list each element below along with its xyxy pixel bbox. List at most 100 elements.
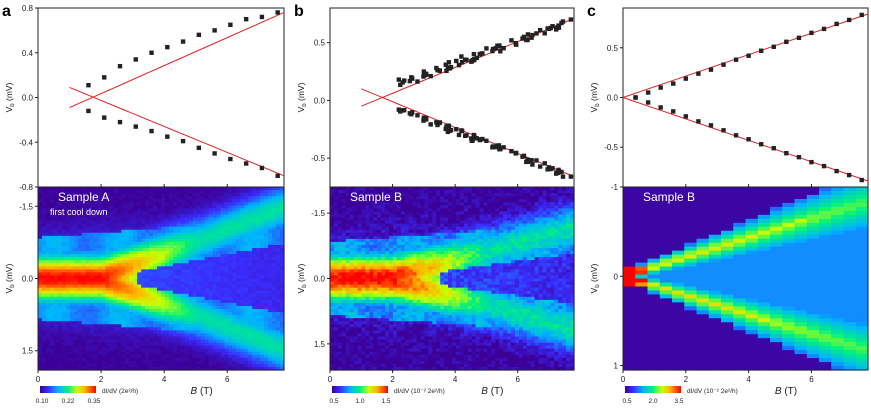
data-point	[133, 57, 138, 62]
data-point	[796, 35, 802, 41]
data-point	[459, 128, 465, 134]
data-point	[448, 128, 454, 133]
data-point	[696, 119, 701, 124]
data-point	[645, 100, 651, 105]
top-ytick-label: -0.4	[19, 138, 33, 147]
data-point	[537, 164, 543, 169]
colorbar-tick-label: 1.5	[381, 398, 390, 405]
data-point	[509, 149, 514, 154]
data-point	[771, 146, 776, 151]
bottom-ytick-label: -1.5	[19, 202, 33, 211]
data-point	[464, 133, 469, 138]
data-point	[809, 30, 814, 36]
data-point	[448, 64, 454, 70]
xtick-label: 4	[746, 375, 751, 384]
data-point	[834, 21, 839, 27]
colorbar-tick-label: 2.0	[648, 398, 657, 405]
xtick-label: 6	[225, 375, 230, 384]
data-point	[435, 67, 440, 73]
data-point	[746, 137, 751, 142]
data-point	[542, 161, 547, 166]
data-point	[721, 128, 726, 133]
data-point	[228, 156, 233, 162]
data-point	[658, 85, 663, 90]
data-point	[545, 26, 550, 31]
data-point	[86, 82, 91, 88]
panel-b: -1.5 0.0 1.5 Vb (mV) Sample B 0 2 4 6 B (T) 0.5 1.0…	[294, 3, 575, 405]
data-point	[493, 46, 499, 51]
data-point	[524, 37, 529, 43]
data-point	[498, 146, 503, 152]
data-point	[243, 16, 249, 22]
xtick-label: 6	[515, 375, 520, 384]
colorbar-tick-label: 1.0	[355, 398, 364, 405]
data-point	[493, 144, 499, 150]
bottom-ytick-label: -1.5	[311, 209, 325, 218]
data-point	[529, 158, 534, 163]
bottom-ytick-label: 1.5	[314, 340, 326, 349]
data-point	[645, 90, 651, 95]
data-point	[396, 77, 402, 82]
data-point	[524, 159, 529, 165]
panel-letter: b	[294, 3, 304, 20]
data-point	[560, 19, 566, 24]
data-point	[556, 167, 561, 173]
xlabel: B (T)	[481, 386, 503, 397]
colorbar-tick-label: 0.5	[622, 398, 631, 405]
data-point	[559, 169, 564, 175]
top-ytick-label: 0.5	[607, 44, 619, 53]
data-point	[555, 25, 561, 30]
top-ytick-label: -0.5	[604, 143, 618, 152]
data-point	[410, 110, 415, 115]
data-point	[846, 17, 852, 23]
scatter-frame	[622, 7, 869, 188]
data-point	[733, 57, 739, 62]
data-point	[456, 62, 462, 68]
top-ylabel: Vb (mV)	[296, 82, 308, 112]
data-point	[149, 50, 154, 55]
colorbar	[625, 386, 681, 393]
data-point	[501, 46, 506, 51]
top-ytick-label: 0.0	[22, 94, 34, 103]
bottom-ylabel: Vb (mV)	[4, 263, 16, 293]
data-point	[275, 10, 280, 15]
data-point	[470, 138, 475, 143]
heatmap-b	[330, 187, 575, 371]
data-point	[149, 128, 154, 134]
colorbar-tick-label: 3.5	[674, 398, 683, 405]
data-point	[423, 116, 429, 121]
data-point	[550, 23, 555, 29]
top-ytick-label: 0.5	[314, 39, 326, 48]
bottom-ytick-label: 1.5	[22, 347, 34, 356]
data-point	[859, 12, 864, 18]
colorbar-tick-label: 0.22	[62, 398, 75, 405]
data-point	[117, 63, 123, 69]
colorbar-label: dI/dV (2e²/h)	[102, 388, 138, 395]
xtick-label: 6	[809, 375, 814, 384]
data-point	[671, 81, 676, 86]
data-point	[530, 162, 535, 167]
top-ytick-label: -0.8	[19, 183, 33, 192]
data-point	[759, 48, 764, 53]
data-point	[821, 163, 827, 169]
panel-letter: c	[587, 3, 596, 20]
top-ylabel: Vb (mV)	[589, 82, 601, 112]
data-point	[471, 135, 477, 140]
data-point	[428, 122, 433, 127]
bottom-ytick-label: 0	[614, 272, 619, 281]
data-point	[477, 137, 483, 143]
data-point	[477, 51, 483, 57]
data-point	[537, 27, 543, 33]
top-ytick-label: 0.4	[22, 49, 34, 58]
data-point	[459, 54, 464, 59]
data-point	[444, 68, 449, 74]
colorbar-tick-label: 0.35	[88, 398, 101, 405]
data-point	[423, 72, 429, 78]
data-point	[102, 75, 107, 80]
colorbar-tick-label: 0.10	[36, 398, 49, 405]
sample-label: Sample B	[350, 190, 402, 204]
data-point	[859, 177, 864, 183]
data-point	[165, 44, 170, 50]
top-ytick-label: -0.5	[311, 154, 325, 163]
data-point	[721, 62, 726, 67]
